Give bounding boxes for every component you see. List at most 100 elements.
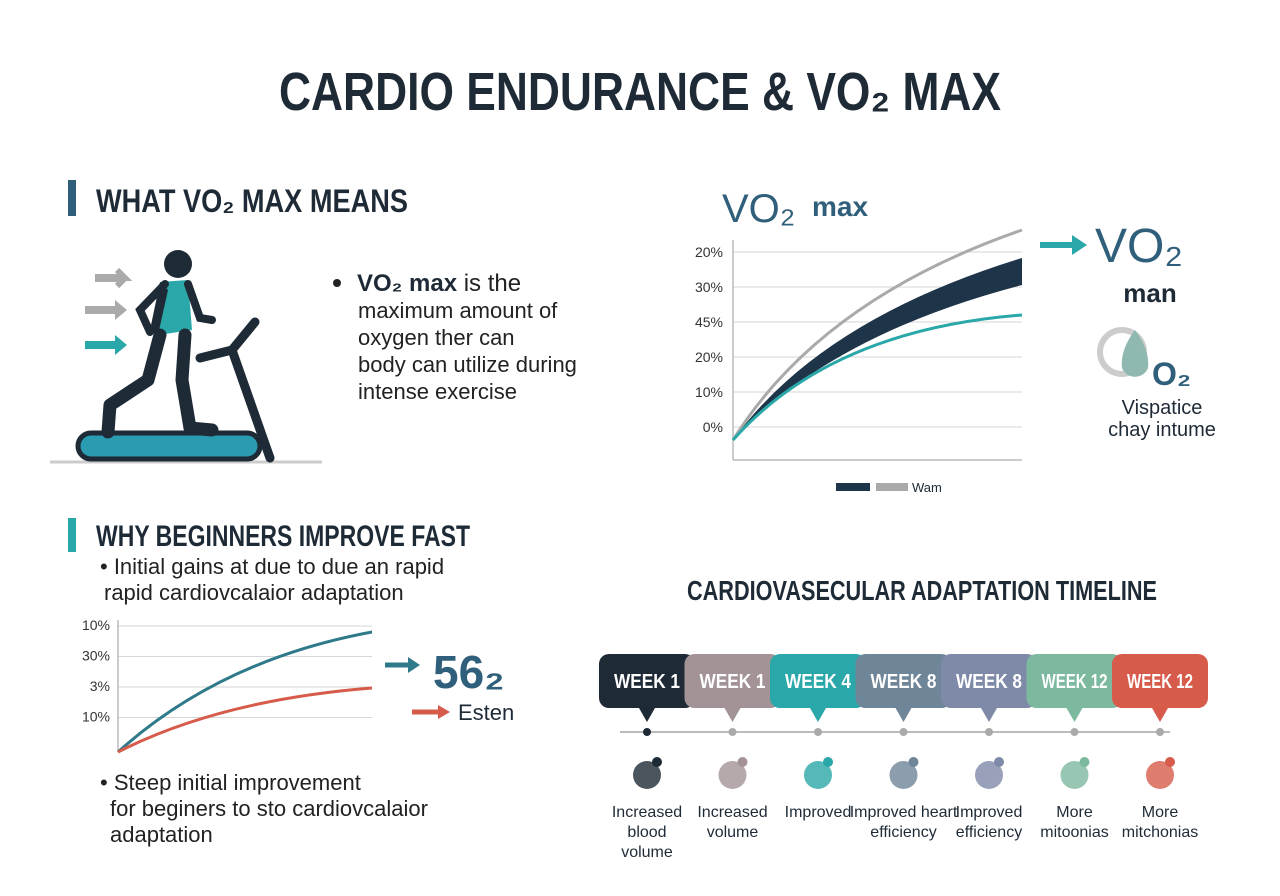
- curve: [116, 630, 373, 754]
- item-label: Increased: [697, 804, 767, 821]
- tick-label: 3%: [90, 678, 110, 694]
- bullet-line: maximum amount of: [358, 298, 558, 323]
- timeline-dot: [899, 728, 908, 736]
- curve-band: [733, 258, 1022, 440]
- timeline-dot: [1070, 728, 1079, 736]
- week-bubble: [599, 654, 695, 722]
- tick-label: 10%: [82, 617, 110, 633]
- legend-swatch: [836, 483, 870, 491]
- bullet-line: intense exercise: [358, 379, 517, 404]
- timeline-item: WEEK 8 Improved efficiency: [941, 654, 1037, 841]
- timeline-dot: [728, 728, 737, 736]
- week-label: WEEK 8: [871, 671, 937, 693]
- side-line: Vispatice: [1122, 397, 1203, 419]
- item-label: More: [1142, 804, 1179, 821]
- item-label: mitoonias: [1040, 824, 1108, 841]
- item-label: Improved: [785, 804, 852, 821]
- tick-label: 0%: [703, 419, 723, 435]
- bullet-line: rapid cardiovcalaior adaptation: [104, 580, 404, 605]
- tick-label: 10%: [82, 709, 110, 725]
- item-label: Improved: [956, 804, 1023, 821]
- icon: [737, 757, 748, 767]
- week-bubble: [855, 654, 952, 722]
- bullet-line: oxygen ther can: [358, 325, 515, 350]
- bullet-line: is the: [457, 270, 521, 297]
- icon: [1165, 757, 1175, 767]
- icon: [804, 761, 832, 789]
- timeline-dot: [814, 728, 822, 736]
- week-bubble: [941, 654, 1037, 722]
- arrow-head: [1072, 235, 1087, 255]
- timeline-items: WEEK 1 Increased blood volume WEEK 1 Increase…: [599, 654, 1208, 861]
- bullet-bold: VO₂ max: [357, 270, 458, 297]
- timeline-dot: [985, 728, 993, 736]
- item-label: volume: [621, 844, 673, 861]
- timeline-item: WEEK 12 More mitchonias: [1112, 654, 1208, 841]
- timeline-item: WEEK 8 Improved heart efficiency: [850, 654, 958, 841]
- week-label: WEEK 1: [614, 671, 680, 693]
- icon: [718, 761, 747, 789]
- tick-label: 45%: [695, 314, 723, 330]
- week-label: WEEK 4: [785, 671, 852, 693]
- bullet-line: • Initial gains at due to due an rapid: [100, 554, 444, 579]
- tick-labels: 10% 30% 3% 10%: [82, 617, 372, 725]
- icon: [1079, 757, 1090, 767]
- bullet-line: for beginers to sto cardiovcalaior: [110, 796, 428, 821]
- tick-label: 20%: [695, 244, 723, 260]
- item-label: mitchonias: [1122, 824, 1198, 841]
- timeline-title: CARDIOVASECULAR ADAPTATION TIMELINE: [687, 575, 1157, 606]
- item-label: More: [1056, 804, 1093, 821]
- icon: [975, 761, 1003, 789]
- icon: [1060, 761, 1089, 789]
- heading-bar: [68, 180, 76, 216]
- icon: [889, 761, 918, 789]
- week-label: WEEK 12: [1042, 671, 1108, 693]
- section-heading: WHY BEGINNERS IMPROVE FAST: [96, 520, 470, 553]
- curve: [731, 228, 1023, 441]
- section-heading: WHAT VO₂ MAX MEANS: [96, 183, 408, 219]
- chart-title: VO₂: [722, 187, 795, 231]
- legend-swatch: [876, 483, 908, 491]
- timeline-item: WEEK 1 Increased blood volume: [599, 654, 695, 861]
- bullet-line: adaptation: [110, 822, 213, 847]
- curve: [731, 313, 1023, 441]
- tick-label: 10%: [695, 384, 723, 400]
- callout: 56₂: [433, 646, 505, 698]
- item-label: Increased: [612, 804, 682, 821]
- tick-label: 20%: [695, 349, 723, 365]
- legend-label: Wam: [912, 480, 942, 495]
- page-title: CARDIO ENDURANCE & VO₂ MAX: [279, 62, 1001, 122]
- item-label: efficiency: [956, 824, 1022, 841]
- item-label: Improved heart: [850, 804, 958, 821]
- callout-sub: Esten: [458, 700, 514, 725]
- icon: [908, 757, 919, 767]
- week-label: WEEK 12: [1127, 671, 1193, 693]
- chart-title-small: max: [812, 191, 868, 222]
- bullet-line: body can utilize during: [358, 352, 577, 377]
- curve: [117, 686, 373, 754]
- side-sub: man: [1123, 278, 1176, 308]
- week-label: WEEK 8: [956, 671, 1022, 693]
- icon: [633, 761, 661, 789]
- icon: [652, 757, 662, 767]
- timeline-dot: [1156, 728, 1164, 736]
- timeline-item: WEEK 1 Increased volume: [684, 654, 781, 841]
- icon-label: O₂: [1152, 356, 1191, 392]
- week-bubble: [684, 654, 781, 722]
- tick-label: 30%: [695, 279, 723, 295]
- bullet-text: VO₂ max is the: [357, 270, 521, 297]
- icon: [823, 757, 833, 767]
- item-label: efficiency: [870, 824, 936, 841]
- icon: [1121, 330, 1149, 377]
- timeline-item: WEEK 4 Improved: [770, 654, 866, 821]
- item-label: volume: [707, 824, 759, 841]
- bullet-lines: • Initial gains at due to due an rapidra…: [100, 554, 444, 605]
- side-line: chay intume: [1108, 419, 1216, 441]
- week-bubble: [770, 654, 866, 722]
